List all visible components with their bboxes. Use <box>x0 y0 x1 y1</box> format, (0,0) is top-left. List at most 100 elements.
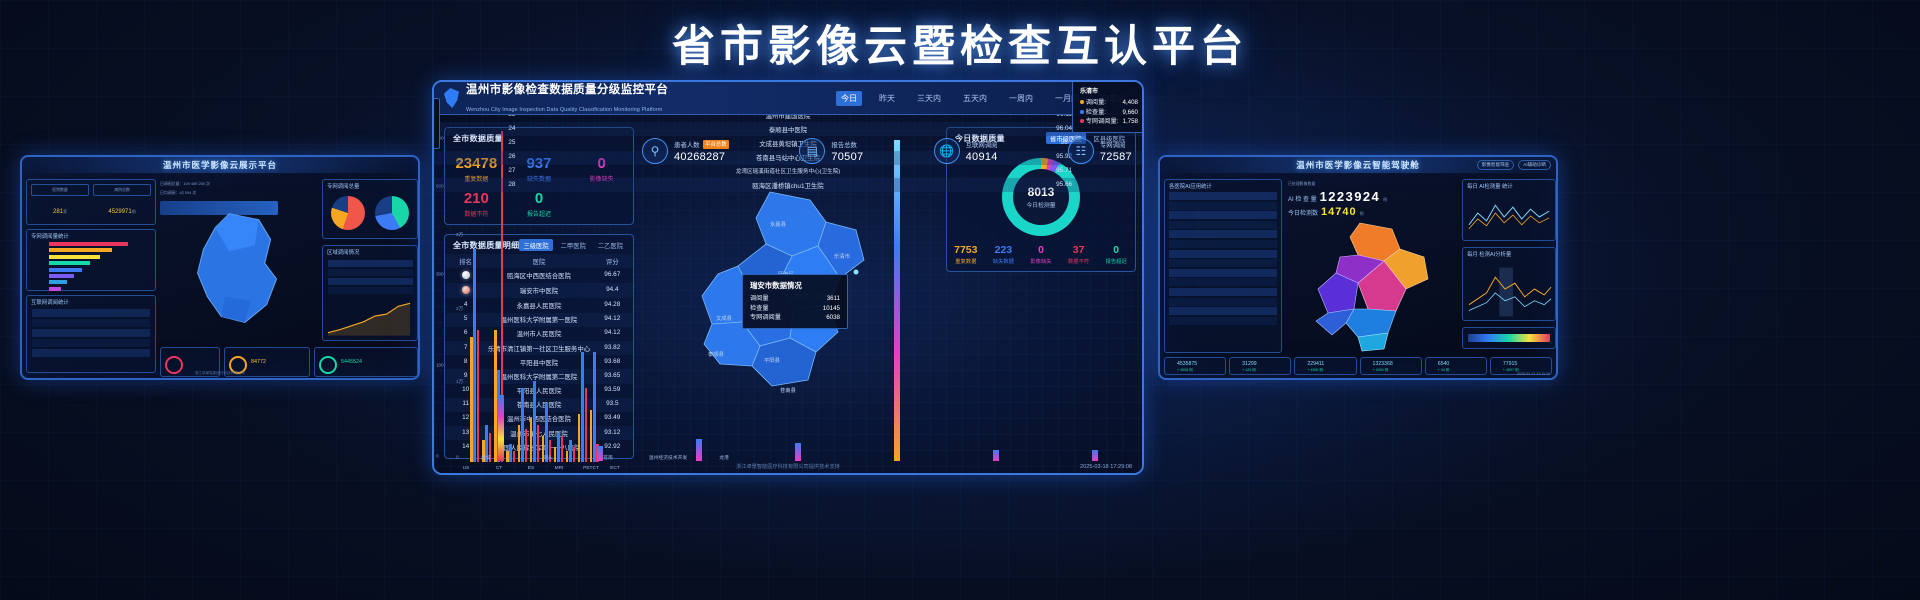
right-kpi-4-value: 6540 <box>1437 361 1450 367</box>
table-row[interactable]: 6 温州市人民医院 94.12 <box>463 329 621 339</box>
left-region-rows <box>328 260 413 296</box>
region-ytick-2: 2万 <box>456 305 464 311</box>
right-map-svg <box>1315 222 1429 352</box>
metric-internet-value: 40914 <box>965 150 998 163</box>
region-xtick-2: 苍南 <box>603 456 613 461</box>
detail-tab-2b[interactable]: 二乙医院 <box>597 242 623 250</box>
table-row[interactable]: 8 平阳县中医院 93.68 <box>463 357 621 367</box>
left-card-cases: 病例总数 <box>93 184 151 196</box>
right-kpi-2-delta: + 4590 例 <box>1307 368 1324 372</box>
tab-five-days[interactable]: 五天内 <box>963 93 987 103</box>
globe-icon: 🌐 <box>933 138 960 164</box>
list-item[interactable]: 24 泰顺县中医院 96.04 <box>434 122 1142 137</box>
table-row[interactable]: 瑞安市中医院 94.4 <box>445 283 633 299</box>
today-tab-district[interactable]: 区县级医院 <box>1093 135 1125 143</box>
map-pin-icon <box>444 88 459 108</box>
map-label-cangnan: 苍南县 <box>780 388 796 394</box>
city-quality-cell-3: 210 数据不符 <box>445 191 508 218</box>
today-quality-panel: 今日数据质量 省市级医院 区县级医院 8013 今日检测量 7753 重复数据 2… <box>946 127 1136 272</box>
map-tooltip-k-0: 调阅量 <box>750 295 769 302</box>
city-quality-label-4: 报告超迟 <box>526 212 551 218</box>
city-quality-value-3: 210 <box>463 190 489 207</box>
right-kpi-0: 4535875 + 4608 例 <box>1164 357 1227 375</box>
right-kpi-1-value: 31299 <box>1242 361 1257 367</box>
left-summary-lines: 日调阅总量：109 489 250 次 日均调阅：42 094 次 <box>160 181 278 215</box>
region-ytick-4: 4万 <box>456 158 464 164</box>
table-row[interactable]: 瓯海区中西医结合医院 96.67 <box>445 268 633 283</box>
today-donut-center: 8013 今日检测量 <box>1002 158 1080 236</box>
tab-yesterday[interactable]: 昨天 <box>879 93 895 103</box>
left-summary-line-2: 日均调阅：42 094 次 <box>160 190 197 195</box>
table-row[interactable]: 7 乐清市清江镇第一社区卫生服务中心 93.82 <box>445 340 633 356</box>
tab-today[interactable]: 今日 <box>836 90 862 106</box>
dept-chart-tooltip: X5.XV检查量 影像缺失:0 上传延误:0 总数:4118 <box>434 98 440 149</box>
left-card-hospitals-label: 医院数量 <box>52 187 68 192</box>
list-item[interactable]: 26 苍南县马站中心卫生院 95.92 <box>434 150 1142 165</box>
left-panel-region-title: 区域调阅情况 <box>327 250 360 256</box>
center-title-zh: 温州市影像检查数据质量分级监控平台 <box>466 84 669 96</box>
left-panel-internet-stats: 互联网调阅统计 <box>26 295 156 373</box>
map-tooltip-v-2: 6038 <box>826 314 840 322</box>
left-kpi-3: 5445524 <box>314 347 418 377</box>
metric-privatenet-value: 72587 <box>1099 150 1132 163</box>
today-quality-title: 今日数据质量 <box>955 134 1005 143</box>
map-tooltip: 瑞安市数据情况 调阅量 3611 检查量 10145 专网调阅量 6038 <box>742 274 848 329</box>
region-tooltip-title: 乐清市 <box>1080 89 1099 95</box>
metric-internet-label: 互联网调阅 <box>965 141 998 149</box>
today-donut-value: 8013 <box>1027 185 1055 199</box>
table-row[interactable]: 5 温州医科大学附属第一医院 94.12 <box>445 312 633 327</box>
center-header: 温州市影像检查数据质量分级监控平台 Wenzhou City Image Ins… <box>434 82 1142 115</box>
right-monitor-timestamp: 2025-03-17 17:11:10 <box>1516 372 1550 376</box>
table-row[interactable]: 12 温州市中西医结合医院 93.49 <box>462 414 621 424</box>
left-monitor: 温州市医学影像云展示平台 医院数量 病例总数 281家 4529971例 日调阅… <box>20 155 420 380</box>
screening-button[interactable]: 影像智能筛查 <box>1476 160 1515 170</box>
medal-bronze-icon <box>461 285 470 294</box>
today-cell-4: 0 报告超迟 <box>1105 243 1127 265</box>
left-map <box>160 205 318 345</box>
metric-privatenet: ☷ 专网调阅 72587 <box>1067 130 1132 172</box>
left-card-cases-value: 4529971 <box>108 209 132 215</box>
list-item[interactable]: 25 文成县黄坦镇卫生院 96 <box>508 138 1068 148</box>
city-quality-label-1: 缺失数据 <box>526 177 551 183</box>
left-panel-pro-net-title: 专网调阅总量 <box>327 184 360 190</box>
left-hbars <box>49 242 150 291</box>
metric-patients: ⚲ 患者人数 平台总数 40268287 <box>642 130 730 172</box>
left-kpi-2-ring <box>229 356 247 374</box>
today-cell-3: 37 数据不符 <box>1067 243 1090 265</box>
city-detail-tabs[interactable]: 三级医院 二甲医院 二乙医院 <box>519 239 627 251</box>
left-map-svg <box>197 213 278 323</box>
table-row[interactable]: 4 永嘉县人民医院 94.28 <box>463 300 621 310</box>
right-ai-check-value: 1223924 <box>1319 189 1381 204</box>
region-xtick-3: 温州经济技术开发 <box>648 456 688 461</box>
right-ai-today-unit: 例 <box>1359 211 1364 216</box>
right-kpi-1-delta: + 120 例 <box>1242 368 1256 372</box>
left-region-line <box>327 302 411 336</box>
city-quality-grid: 23478 重复数据 937 缺失数据 0 影像缺失 210 数据不符 0 报告… <box>445 148 633 218</box>
list-item[interactable]: 27 龙湾区瑶溪街道社区卫生服务中心(卫生院) 95.71 <box>508 167 1073 176</box>
center-dashboard: 温州市影像检查数据质量分级监控平台 Wenzhou City Image Ins… <box>432 80 1144 475</box>
city-detail-header: 排名 医院 评分 <box>445 254 633 268</box>
left-panel-region: 区域调阅情况 <box>322 245 418 341</box>
detail-tab-2a[interactable]: 二甲医院 <box>560 242 586 250</box>
left-monitor-header: 温州市医学影像云展示平台 <box>22 157 418 173</box>
tab-three-days[interactable]: 三天内 <box>917 93 941 103</box>
right-ai-check-unit: 例 <box>1383 197 1387 202</box>
tab-one-week[interactable]: 一周内 <box>1009 93 1033 103</box>
region-ytick-3: 3万 <box>456 232 464 238</box>
detail-tab-level3[interactable]: 三级医院 <box>519 239 553 251</box>
left-banner-bar <box>160 201 278 215</box>
wenzhou-map[interactable]: 永嘉县 乐清市 瓯海区 瑞安市 龙湾区 文成县 平阳县 苍南县 泰顺县 瑞安市数… <box>642 174 938 424</box>
left-card-cases-label: 病例总数 <box>114 187 130 192</box>
city-quality-value-2: 0 <box>597 155 606 172</box>
page-title: 省市影像云暨检查互认平台 <box>672 23 1248 71</box>
table-row[interactable]: 10 平阳县人民医院 93.59 <box>462 386 621 396</box>
right-kpi-1: 31299 + 120 例 <box>1229 357 1292 375</box>
tab-one-month[interactable]: 一月内 <box>1055 93 1079 103</box>
table-row[interactable]: 9 温州医科大学附属第二医院 93.65 <box>445 369 633 384</box>
left-kpi-1-ring <box>165 356 183 374</box>
region-tt-k1: 检查量 <box>1085 108 1105 116</box>
ai-diagnosis-button[interactable]: AI辅助诊断 <box>1518 160 1551 170</box>
right-chart-daily: 每日 AI检测量 统计 <box>1462 179 1556 241</box>
right-monitor-buttons[interactable]: 影像智能筛查 AI辅助诊断 <box>1476 160 1551 170</box>
list-item[interactable]: 28 瓯海区潘桥镇chu1卫生院 95.66 <box>434 177 1142 193</box>
